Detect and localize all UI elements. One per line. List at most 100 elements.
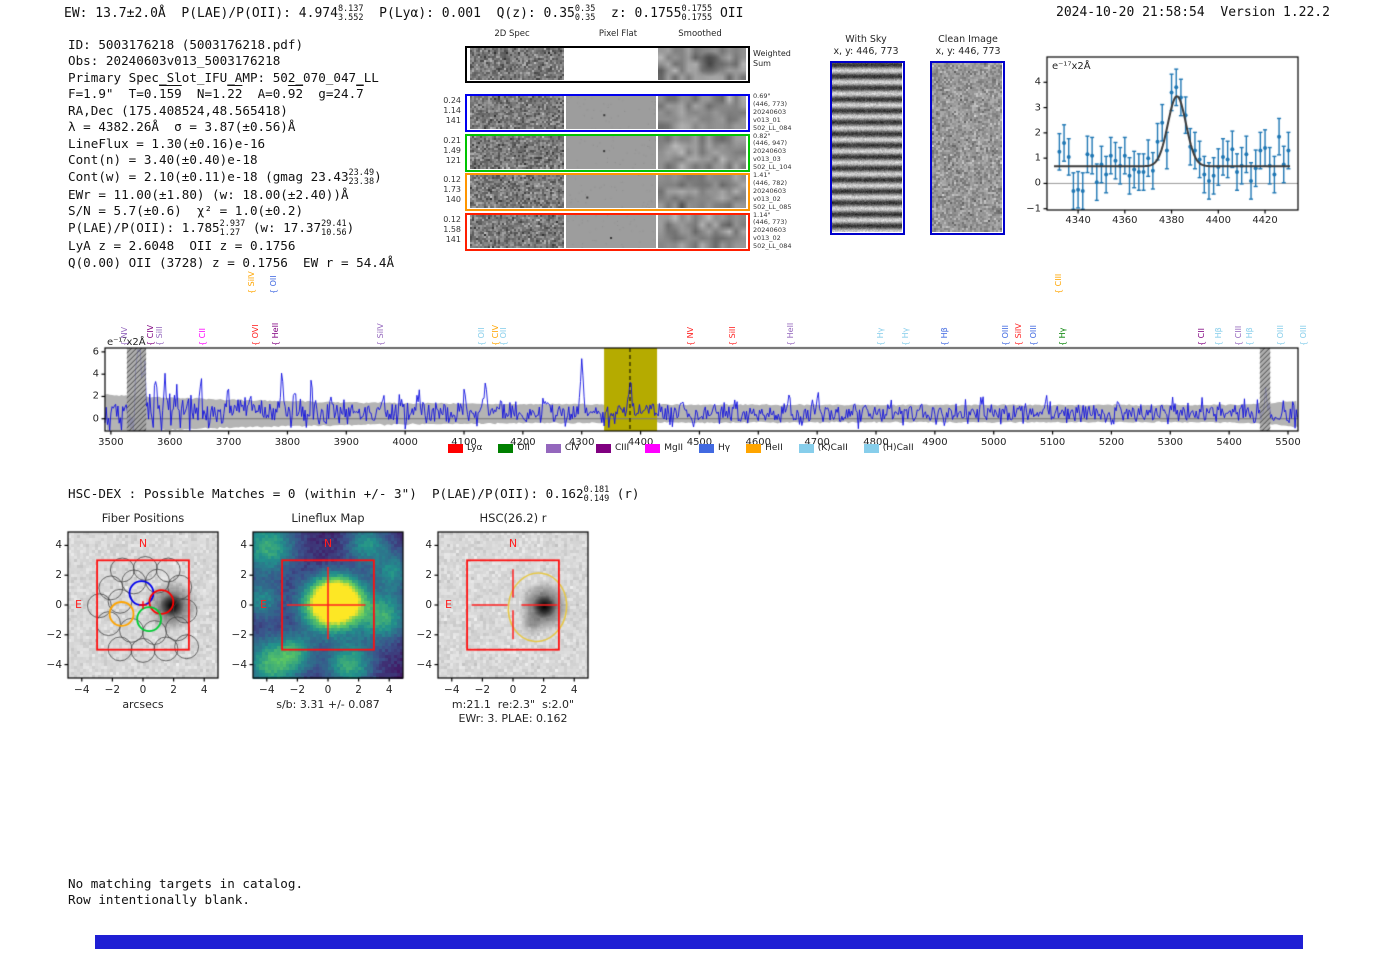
line-marker-cii: { CII (1197, 328, 1207, 346)
text-segment: OII (712, 6, 744, 22)
fiber-meta: 20240603 (753, 147, 787, 156)
spec2d-row-fiber-4 (465, 212, 750, 251)
line-marker-hβ: { Hβ (940, 327, 950, 346)
legend-label: MgII (664, 443, 684, 453)
y-tick-label: 0 (1034, 177, 1041, 189)
line-marker-hβ: { Hβ (1244, 327, 1254, 346)
info-line-11: S/N = 5.7(±0.6) χ² = 1.0(±0.2) (68, 203, 394, 219)
smoothed-image (658, 175, 746, 208)
fiber-row-right-labels: 0.82" (446, 947) 20240603 v013_03 502_LL_104 (753, 132, 813, 173)
spec2d-image (470, 135, 564, 169)
fiber-stat: 0.24 (443, 96, 461, 105)
line-marker-heii: { HeII (785, 322, 795, 346)
line-marker-siiv: { SiIV (1014, 323, 1024, 346)
y-tick-label: 4 (92, 368, 99, 380)
info-line-8: Cont(n) = 3.40(±0.40)e-18 (68, 152, 394, 168)
fiber-stat: 141 (445, 116, 461, 125)
line-marker-oiii: { OIII (1299, 324, 1309, 346)
y-tick-label: 4 (1034, 76, 1041, 88)
fiber-meta: (446, 773) (753, 99, 788, 108)
spec2d-row-fiber-1 (465, 94, 750, 132)
x-tick-label: 5300 (1157, 437, 1184, 448)
fiber-meta: 502_LL_104 (753, 163, 792, 172)
legend-swatch (746, 443, 762, 453)
text-segment: LyA z = 2.6048 OII z = 0.1756 (68, 238, 296, 254)
legend-swatch (863, 443, 879, 453)
x-tick-label: −4 (74, 684, 90, 696)
fiber-stat: 1.49 (443, 145, 461, 155)
stacked-uncertainty: 0.35 0.35 (574, 4, 596, 24)
fiber-meta: 502_LL_085 (753, 202, 792, 211)
info-line-12: P(LAE)/P(OII): 1.785 2.937 1.27 (w: 17.37 2… (68, 218, 394, 239)
compass-east-label: E (75, 598, 82, 611)
legend-label: (H)CaII (882, 443, 914, 453)
report-version: Version 1.22.2 (1220, 5, 1330, 20)
spec2d-col-header-smoothed: Smoothed (678, 29, 722, 39)
y-tick-label: 2 (1034, 127, 1041, 139)
fiber-row-left-labels: 0.24 1.14 141 (413, 96, 461, 126)
footer-separator-bar (95, 935, 1303, 949)
line-marker-hγ: { Hγ (900, 327, 910, 346)
y-tick-label: 0 (425, 599, 432, 611)
compass-north-label: N (508, 537, 518, 550)
fiber-meta: v013_02 (753, 234, 781, 243)
spec2d-row-fiber-2 (465, 133, 750, 172)
text-segment: P(LAE)/P(OII): 1.785 (68, 220, 220, 236)
sky-panel-title: Clean Image (938, 34, 998, 45)
line-marker-siiv: { SiIV (247, 271, 257, 294)
y-tick-label: −4 (231, 658, 247, 671)
x-tick-label: 5000 (980, 437, 1007, 448)
text-segment: λ = 4382.26Å σ = 3.87(±0.56)Å (68, 119, 296, 135)
hsc-canvas (426, 528, 600, 690)
x-tick-label: 3600 (157, 437, 183, 448)
compass-north-label: N (138, 537, 148, 550)
line-marker-siii: { SiII (728, 326, 738, 346)
y-tick-label: −4 (46, 658, 62, 671)
info-line-9: Cont(w) = 2.10(±0.11)e-18 (gmag 23.43 23.… (68, 168, 394, 187)
fiber-row-left-labels: 0.12 1.73 140 (413, 175, 461, 205)
smoothed-image (658, 135, 746, 169)
text-segment: 7 (356, 86, 364, 102)
legend-swatch (645, 443, 661, 453)
text-segment: Cont(n) = 3.40(±0.40)e-18 (68, 152, 258, 168)
spec2d-image (470, 96, 564, 129)
y-tick-label: 0 (240, 599, 247, 611)
legend-item-mgii: MgII (645, 443, 683, 453)
text-segment: g=24. (303, 86, 357, 102)
y-tick-label: 4 (55, 539, 62, 552)
sky-panel-title: With Sky (845, 34, 887, 45)
x-tick-label: 4700 (804, 437, 830, 448)
x-tick-label: 5400 (1216, 437, 1242, 448)
x-tick-label: 4 (385, 684, 393, 696)
info-line-14: Q(0.00) OII (3728) z = 0.1756 EW r = 54.… (68, 255, 394, 271)
legend-label: CIII (614, 443, 630, 453)
x-tick-label: 5200 (1098, 437, 1125, 448)
stacked-uncertainty: 2.937 1.27 (219, 218, 246, 239)
line-marker-siii: { SiII (154, 326, 164, 346)
cutout-xlabel-lineflux: s/b: 3.31 +/- 0.087 (276, 698, 380, 711)
x-tick-label: 3800 (274, 437, 301, 448)
x-tick-label: −4 (259, 684, 275, 696)
x-tick-label: 5500 (1275, 437, 1301, 448)
text-segment: Primary Spec_Slot_IFU_AMP: 502_070_047_L… (68, 69, 379, 85)
x-tick-label: 0 (324, 684, 332, 696)
text-segment: Obs: 20240603v013_5003176218 (68, 53, 281, 69)
x-tick-label: 4400 (1205, 215, 1232, 226)
x-tick-label: 4300 (568, 437, 595, 448)
text-segment: Cont(w) = 2.10(±0.11)e-18 (gmag 23.43 (68, 168, 349, 184)
text-segment: 159 (159, 86, 182, 102)
fiber-meta: 0.69" (753, 92, 771, 100)
spec2d-col-header-2d-spec: 2D Spec (494, 29, 530, 39)
text-segment: ) (374, 168, 382, 184)
x-tick-label: 4800 (863, 437, 889, 448)
legend-swatch (545, 443, 561, 453)
cutout-title-fiber: Fiber Positions (101, 511, 185, 525)
fiber-stat: 140 (445, 195, 461, 204)
summary-header: EW: 13.7±2.0Å P(LAE)/P(OII): 4.974 8.137 3… (64, 4, 744, 24)
text-segment: 92 (287, 86, 304, 102)
y-tick-label: 4 (240, 539, 247, 552)
x-tick-label: 2 (355, 684, 362, 696)
text-segment: P(Lyα): 0.001 Q(z): 0.35 (363, 6, 575, 22)
legend-swatch (448, 443, 463, 453)
